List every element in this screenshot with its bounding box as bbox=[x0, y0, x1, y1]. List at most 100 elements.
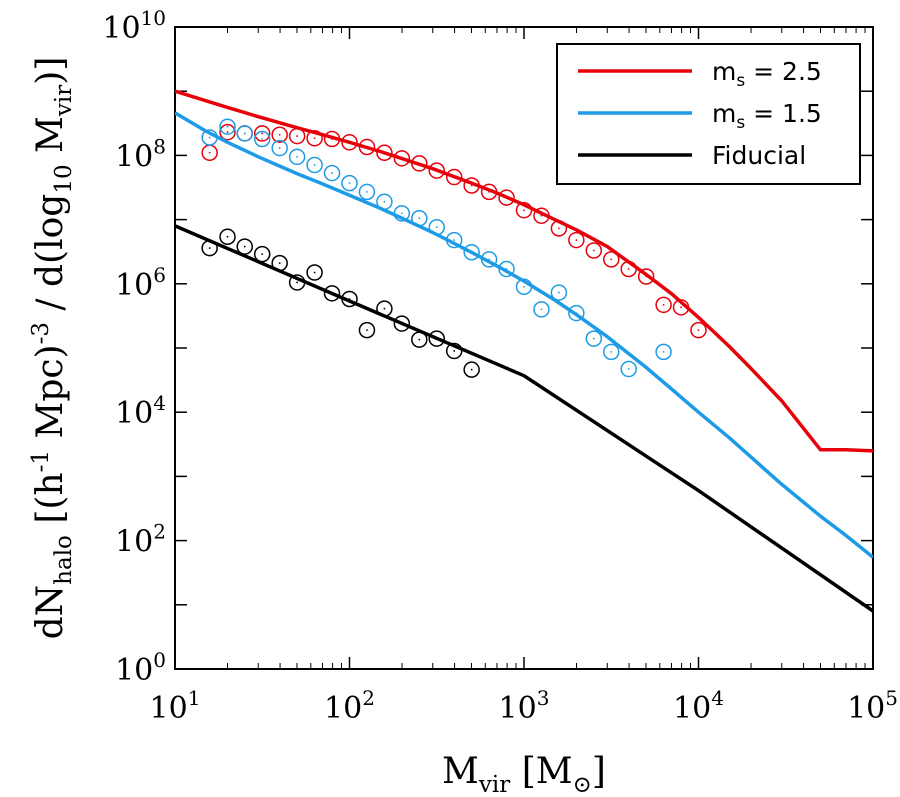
point-fiducial bbox=[306, 264, 323, 281]
legend-label-ms-1-5: ms = 1.5 bbox=[712, 99, 822, 133]
point-center-ms-2-5 bbox=[400, 157, 403, 160]
point-center-ms-1-5 bbox=[418, 217, 421, 220]
point-fiducial bbox=[411, 331, 428, 348]
point-center-ms-2-5 bbox=[540, 214, 543, 217]
point-center-ms-1-5 bbox=[470, 251, 473, 254]
point-ms-2-5 bbox=[219, 123, 236, 141]
point-ms-1-5 bbox=[236, 125, 253, 142]
point-ms-2-5 bbox=[393, 150, 411, 167]
point-center-ms-1-5 bbox=[208, 136, 211, 139]
y-tick-labels: 100 102 104 106 108 1010 bbox=[102, 6, 166, 688]
point-center-ms-2-5 bbox=[453, 176, 456, 178]
point-center-ms-2-5 bbox=[208, 151, 211, 154]
point-ms-2-5 bbox=[445, 168, 463, 186]
series-ms-2-5 bbox=[175, 89, 873, 453]
point-center-ms-2-5 bbox=[610, 258, 613, 261]
point-center-fiducial bbox=[243, 245, 246, 248]
point-center-ms-2-5 bbox=[261, 132, 264, 135]
point-fiducial bbox=[341, 290, 358, 308]
point-ms-2-5 bbox=[568, 231, 585, 249]
point-ms-1-5 bbox=[288, 148, 306, 166]
point-center-ms-1-5 bbox=[366, 191, 368, 193]
point-center-ms-2-5 bbox=[627, 268, 630, 270]
point-center-ms-1-5 bbox=[435, 226, 438, 229]
point-center-fiducial bbox=[208, 247, 211, 249]
point-ms-1-5 bbox=[306, 156, 323, 174]
point-ms-1-5 bbox=[271, 139, 288, 157]
point-ms-1-5 bbox=[620, 360, 637, 378]
point-ms-2-5 bbox=[341, 134, 358, 151]
point-ms-2-5 bbox=[637, 268, 655, 285]
point-center-ms-1-5 bbox=[243, 132, 246, 135]
point-center-ms-1-5 bbox=[610, 350, 613, 353]
point-ms-2-5 bbox=[306, 129, 323, 147]
point-center-ms-1-5 bbox=[505, 268, 508, 270]
y-tick-label: 106 bbox=[115, 263, 166, 303]
point-center-fiducial bbox=[383, 307, 386, 310]
point-ms-2-5 bbox=[515, 201, 533, 219]
point-fiducial bbox=[428, 330, 445, 347]
point-center-ms-2-5 bbox=[313, 137, 316, 140]
point-center-ms-1-5 bbox=[296, 155, 299, 158]
y-axis-title: dNhalo [(h-1 Mpc)-3 / d(log10 Mvir)] bbox=[28, 57, 77, 640]
point-center-ms-2-5 bbox=[645, 275, 648, 278]
point-ms-2-5 bbox=[498, 189, 515, 206]
point-center-ms-2-5 bbox=[331, 138, 333, 140]
point-fiducial bbox=[288, 274, 306, 291]
point-ms-1-5 bbox=[411, 209, 428, 227]
y-tick-label: 102 bbox=[115, 520, 166, 560]
point-center-ms-1-5 bbox=[400, 212, 403, 215]
series-fiducial bbox=[175, 224, 873, 613]
point-center-ms-2-5 bbox=[278, 133, 281, 136]
point-center-ms-2-5 bbox=[226, 131, 229, 134]
point-fiducial bbox=[445, 342, 463, 360]
series-ms-1-5 bbox=[175, 111, 873, 559]
point-fiducial bbox=[201, 239, 218, 257]
y-tick-label: 100 bbox=[115, 648, 166, 688]
point-center-ms-2-5 bbox=[680, 306, 682, 309]
point-center-ms-2-5 bbox=[575, 239, 578, 241]
y-tick-label: 104 bbox=[115, 391, 166, 431]
point-center-fiducial bbox=[453, 350, 456, 352]
y-tick-label: 108 bbox=[115, 134, 166, 174]
point-center-ms-1-5 bbox=[331, 172, 333, 175]
point-fiducial bbox=[236, 238, 253, 255]
point-ms-2-5 bbox=[480, 183, 498, 201]
point-ms-1-5 bbox=[201, 129, 218, 146]
point-ms-1-5 bbox=[480, 251, 498, 268]
point-ms-1-5 bbox=[376, 193, 393, 210]
point-center-ms-1-5 bbox=[523, 285, 525, 288]
x-tick-label: 102 bbox=[324, 686, 375, 726]
x-axis-title: Mvir [M⊙] bbox=[442, 751, 606, 797]
y-tick-label: 1010 bbox=[102, 6, 166, 46]
point-center-ms-2-5 bbox=[418, 162, 421, 165]
point-ms-1-5 bbox=[585, 330, 603, 347]
point-center-ms-2-5 bbox=[348, 141, 351, 144]
point-center-fiducial bbox=[313, 271, 316, 274]
point-ms-1-5 bbox=[655, 343, 672, 361]
x-tick-label: 104 bbox=[673, 686, 724, 726]
point-center-ms-1-5 bbox=[261, 138, 264, 140]
point-fiducial bbox=[219, 228, 236, 246]
point-center-ms-1-5 bbox=[313, 164, 316, 166]
point-ms-2-5 bbox=[323, 130, 341, 148]
x-tick-label: 101 bbox=[150, 686, 201, 726]
point-center-ms-1-5 bbox=[540, 308, 543, 311]
point-fiducial bbox=[253, 245, 271, 263]
point-center-fiducial bbox=[226, 235, 229, 238]
point-fiducial bbox=[376, 300, 393, 317]
point-center-fiducial bbox=[261, 253, 264, 256]
line-ms-2-5 bbox=[175, 89, 873, 453]
point-center-ms-2-5 bbox=[488, 191, 491, 193]
point-center-ms-1-5 bbox=[278, 147, 281, 149]
point-center-ms-1-5 bbox=[592, 337, 595, 340]
point-ms-2-5 bbox=[271, 126, 288, 143]
point-center-fiducial bbox=[278, 262, 281, 265]
point-center-ms-1-5 bbox=[226, 125, 229, 128]
point-fiducial bbox=[323, 285, 341, 302]
point-center-ms-2-5 bbox=[435, 169, 438, 172]
point-center-ms-1-5 bbox=[383, 200, 386, 203]
point-center-fiducial bbox=[366, 329, 368, 332]
point-center-ms-2-5 bbox=[470, 184, 473, 187]
